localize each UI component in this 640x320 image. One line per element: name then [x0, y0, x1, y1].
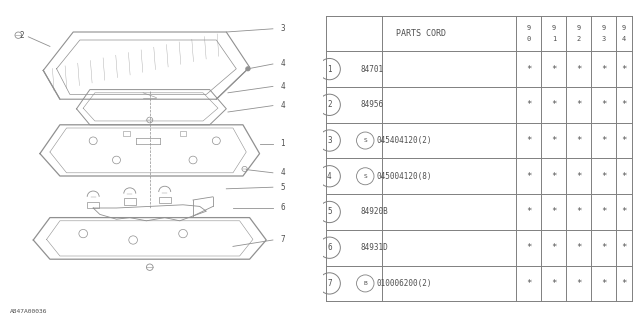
Text: *: *	[621, 172, 627, 181]
Text: 0: 0	[527, 36, 531, 42]
Text: 84920B: 84920B	[360, 207, 388, 216]
Text: 4: 4	[280, 82, 285, 91]
Text: *: *	[526, 207, 532, 216]
Text: S: S	[364, 174, 367, 179]
Text: *: *	[551, 243, 557, 252]
Text: B: B	[364, 281, 367, 286]
Text: *: *	[621, 100, 627, 109]
Bar	[159, 197, 171, 203]
Text: S: S	[364, 138, 367, 143]
Text: 84931D: 84931D	[360, 243, 388, 252]
Text: 9: 9	[527, 25, 531, 31]
Text: 3: 3	[327, 136, 332, 145]
Text: 010006200(2): 010006200(2)	[376, 279, 432, 288]
Text: 1: 1	[327, 65, 332, 74]
Bar	[180, 131, 186, 136]
Text: A847A00036: A847A00036	[10, 308, 47, 314]
Text: *: *	[551, 65, 557, 74]
Text: *: *	[526, 279, 532, 288]
Text: *: *	[576, 172, 582, 181]
Text: 4: 4	[280, 168, 285, 177]
Bar	[124, 198, 136, 205]
Text: 2: 2	[19, 31, 24, 40]
Text: *: *	[601, 172, 606, 181]
Bar	[87, 202, 99, 208]
Text: *: *	[551, 172, 557, 181]
Text: *: *	[601, 207, 606, 216]
Bar	[123, 131, 130, 136]
Text: 9: 9	[622, 25, 626, 31]
Text: *: *	[621, 207, 627, 216]
Text: *: *	[551, 207, 557, 216]
Text: *: *	[601, 65, 606, 74]
Text: 5: 5	[280, 183, 285, 192]
Text: *: *	[601, 100, 606, 109]
Text: *: *	[576, 65, 582, 74]
Text: *: *	[576, 207, 582, 216]
Text: PARTS CORD: PARTS CORD	[396, 29, 446, 38]
Text: 9: 9	[577, 25, 581, 31]
Text: *: *	[551, 279, 557, 288]
Text: *: *	[601, 279, 606, 288]
Text: *: *	[551, 136, 557, 145]
Text: 045404120(2): 045404120(2)	[376, 136, 432, 145]
Text: *: *	[526, 136, 532, 145]
Text: *: *	[601, 136, 606, 145]
Text: 3: 3	[280, 24, 285, 33]
Text: *: *	[526, 243, 532, 252]
Text: 5: 5	[327, 207, 332, 216]
Text: 1: 1	[552, 36, 556, 42]
Text: *: *	[576, 136, 582, 145]
Text: 6: 6	[327, 243, 332, 252]
Text: 4: 4	[327, 172, 332, 181]
Text: 1: 1	[280, 140, 285, 148]
Text: 2: 2	[327, 100, 332, 109]
Text: *: *	[576, 279, 582, 288]
Text: *: *	[621, 65, 627, 74]
Text: *: *	[526, 100, 532, 109]
Text: *: *	[576, 100, 582, 109]
Text: *: *	[551, 100, 557, 109]
Text: 9: 9	[552, 25, 556, 31]
Text: 4: 4	[280, 101, 285, 110]
Text: *: *	[621, 279, 627, 288]
Circle shape	[246, 67, 250, 71]
Text: *: *	[526, 172, 532, 181]
Text: 4: 4	[622, 36, 626, 42]
Text: 84956: 84956	[360, 100, 384, 109]
Text: 2: 2	[577, 36, 581, 42]
Text: 6: 6	[280, 204, 285, 212]
Text: 84701: 84701	[360, 65, 384, 74]
Text: *: *	[621, 243, 627, 252]
Text: *: *	[526, 65, 532, 74]
Text: *: *	[621, 136, 627, 145]
Text: 7: 7	[327, 279, 332, 288]
Text: 9: 9	[602, 25, 606, 31]
Text: 7: 7	[280, 236, 285, 244]
Text: 3: 3	[602, 36, 606, 42]
Text: *: *	[601, 243, 606, 252]
Text: *: *	[576, 243, 582, 252]
Text: 4: 4	[280, 60, 285, 68]
Text: 045004120(8): 045004120(8)	[376, 172, 432, 181]
